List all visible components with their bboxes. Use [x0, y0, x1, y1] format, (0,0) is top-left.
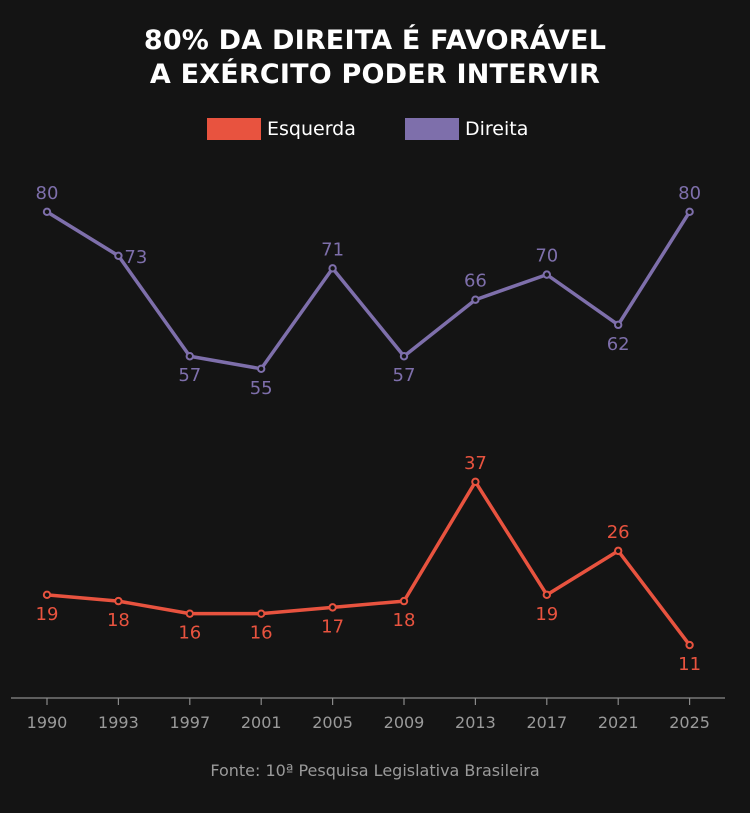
x-tick-label: 1993 — [98, 713, 139, 732]
data-label-esquerda: 16 — [178, 623, 201, 644]
series-line-direita — [45, 210, 692, 371]
legend-swatch-direita — [405, 118, 459, 140]
data-label-direita: 73 — [124, 247, 147, 268]
data-label-direita: 80 — [36, 183, 59, 204]
data-point-esquerda — [42, 590, 52, 600]
legend: Esquerda Direita — [0, 118, 750, 144]
data-point-direita — [542, 270, 551, 279]
x-tick-label: 2009 — [384, 713, 425, 732]
title-line-1: 80% DA DIREITA É FAVORÁVEL — [143, 25, 607, 56]
data-point-direita — [685, 207, 694, 217]
data-label-esquerda: 26 — [607, 522, 630, 543]
x-tick-label: 2025 — [669, 713, 710, 732]
data-label-direita: 80 — [678, 183, 701, 204]
x-tick-label: 1990 — [27, 713, 68, 732]
data-point-direita — [614, 320, 623, 330]
title-line-2: A EXÉRCITO PODER INTERVIR — [149, 59, 601, 90]
data-label-direita: 71 — [321, 239, 344, 260]
legend-label-esquerda: Esquerda — [267, 118, 356, 140]
data-point-esquerda — [614, 546, 623, 556]
data-label-direita: 70 — [535, 246, 558, 267]
data-point-direita — [185, 352, 195, 361]
data-label-direita: 57 — [178, 365, 201, 386]
data-point-esquerda — [471, 477, 480, 487]
data-point-esquerda — [114, 596, 123, 606]
legend-label-direita: Direita — [465, 118, 529, 140]
data-label-esquerda: 18 — [393, 610, 416, 631]
x-tick-label: 1997 — [169, 713, 210, 732]
legend-swatch-esquerda — [207, 118, 261, 140]
data-label-direita: 66 — [464, 271, 487, 292]
data-label-esquerda: 19 — [535, 604, 558, 625]
source-note: Fonte: 10ª Pesquisa Legislativa Brasilei… — [210, 761, 540, 780]
data-point-direita — [257, 364, 266, 373]
data-label-esquerda: 16 — [250, 623, 273, 644]
data-point-esquerda — [399, 596, 409, 606]
data-point-direita — [471, 295, 480, 304]
data-point-esquerda — [328, 603, 337, 612]
data-label-esquerda: 11 — [678, 654, 701, 675]
x-tick-label: 2017 — [526, 713, 567, 732]
data-point-esquerda — [542, 590, 551, 600]
data-point-direita — [114, 251, 123, 260]
data-point-esquerda — [185, 609, 195, 618]
x-tick-label: 2013 — [455, 713, 496, 732]
data-label-esquerda: 18 — [107, 610, 130, 631]
data-point-direita — [399, 352, 409, 361]
data-point-esquerda — [685, 640, 694, 650]
data-label-direita: 62 — [607, 334, 630, 355]
data-label-direita: 57 — [393, 365, 416, 386]
legend-item-direita: Direita — [405, 118, 528, 140]
data-label-direita: 55 — [250, 378, 273, 399]
series-line-esquerda — [45, 480, 692, 647]
legend-item-esquerda: Esquerda — [207, 118, 356, 140]
data-label-esquerda: 17 — [321, 616, 344, 637]
data-point-esquerda — [257, 609, 266, 618]
data-point-direita — [42, 207, 52, 217]
chart-title: 80% DA DIREITA É FAVORÁVEL A EXÉRCITO PO… — [0, 24, 750, 92]
data-point-direita — [328, 264, 337, 273]
data-label-esquerda: 19 — [36, 604, 59, 625]
x-tick-label: 2021 — [598, 713, 639, 732]
data-label-esquerda: 37 — [464, 453, 487, 474]
x-tick-label: 2005 — [312, 713, 353, 732]
x-tick-label: 2001 — [241, 713, 282, 732]
